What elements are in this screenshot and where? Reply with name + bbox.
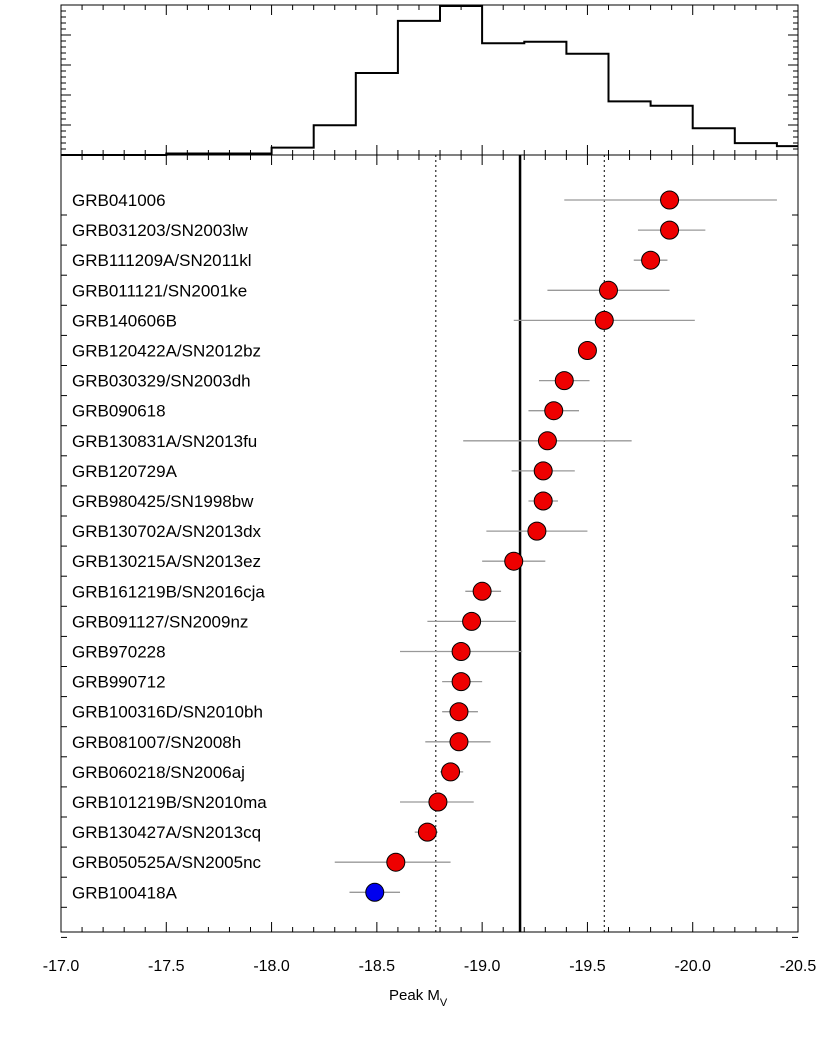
- data-point: [594, 310, 614, 330]
- x-tick-label: -17.5: [148, 958, 185, 975]
- data-point: [598, 280, 618, 300]
- data-point: [533, 461, 553, 481]
- grb-label: GRB970228: [72, 643, 166, 662]
- data-point: [472, 581, 492, 601]
- grb-label: GRB031203/SN2003lw: [72, 221, 249, 240]
- data-point: [451, 642, 471, 661]
- grb-label: GRB111209A/SN2011kl: [72, 251, 252, 270]
- reference-lines: [435, 155, 605, 932]
- grb-label: GRB120422A/SN2012bz: [72, 342, 261, 361]
- data-point: [449, 702, 469, 722]
- x-tick-label: -17.0: [43, 958, 80, 975]
- data-point: [451, 672, 471, 692]
- grb-label: GRB130831A/SN2013fu: [72, 432, 257, 451]
- data-point: [660, 220, 680, 240]
- data-point: [428, 792, 448, 812]
- grb-label: GRB090618: [72, 402, 166, 421]
- data-point: [417, 822, 437, 842]
- scatter-ticks: [60, 155, 799, 938]
- data-point: [462, 611, 482, 631]
- x-tick-label: -18.5: [359, 958, 396, 975]
- grb-label: GRB100418A: [72, 883, 178, 902]
- grb-label: GRB091127/SN2009nz: [72, 612, 248, 631]
- grb-label: GRB130702A/SN2013dx: [72, 522, 262, 541]
- data-point: [504, 551, 524, 571]
- x-tick-label: -19.5: [569, 958, 606, 975]
- grb-label: GRB980425/SN1998bw: [72, 492, 254, 511]
- grb-label: GRB030329/SN2003dh: [72, 372, 251, 391]
- scatter-frame: [60, 154, 799, 933]
- grb-label: GRB011121/SN2001ke: [72, 281, 247, 300]
- data-points: [334, 190, 777, 902]
- data-point: [527, 521, 547, 541]
- data-point: [577, 341, 597, 360]
- grb-label: GRB130427A/SN2013cq: [72, 823, 261, 842]
- x-axis-title-subscript: V: [440, 997, 448, 1009]
- grb-label: GRB060218/SN2006aj: [72, 763, 245, 782]
- x-tick-label: -20.5: [780, 958, 817, 975]
- grb-label: GRB990712: [72, 673, 166, 692]
- x-tick-label: -18.0: [253, 958, 290, 975]
- grb-label: GRB101219B/SN2010ma: [72, 793, 267, 812]
- grb-label: GRB120729A: [72, 462, 178, 481]
- x-tick-label: -20.0: [674, 958, 711, 975]
- data-point: [537, 431, 557, 451]
- data-point: [441, 762, 461, 782]
- grb-label: GRB041006: [72, 191, 166, 210]
- grb-label: GRB050525A/SN2005nc: [72, 853, 262, 872]
- data-point: [554, 371, 574, 391]
- grb-label: GRB081007/SN2008h: [72, 733, 241, 752]
- grb-label: GRB130215A/SN2013ez: [72, 552, 261, 571]
- x-tick-labels: -17.0 -17.5 -18.0 -18.5 -19.0 -19.5 -20.0 -20.5: [43, 958, 817, 975]
- grb-labels: GRB041006 GRB031203/SN2003lw GRB111209A/SN…: [72, 191, 267, 902]
- histogram-panel: [60, 4, 799, 156]
- x-tick-label: -19.0: [464, 958, 501, 975]
- data-point: [449, 732, 469, 752]
- x-axis-title-main: Peak M: [389, 987, 440, 1004]
- histogram-step-line: [61, 5, 798, 156]
- data-point: [641, 250, 661, 270]
- scatter-panel: GRB041006 GRB031203/SN2003lw GRB111209A/SN…: [60, 154, 799, 938]
- data-point: [365, 882, 385, 902]
- grb-label: GRB100316D/SN2010bh: [72, 703, 263, 722]
- data-point: [544, 401, 564, 421]
- data-point: [660, 190, 680, 210]
- x-axis: -17.0 -17.5 -18.0 -18.5 -19.0 -19.5 -20.0 -20.5…: [43, 958, 817, 1009]
- data-point: [386, 852, 406, 872]
- data-point: [533, 491, 553, 511]
- grb-label: GRB161219B/SN2016cja: [72, 582, 265, 601]
- x-axis-title: Peak MV: [389, 987, 448, 1009]
- histogram-frame: [60, 4, 799, 156]
- grb-label: GRB140606B: [72, 311, 177, 330]
- histogram-ticks: [60, 4, 799, 156]
